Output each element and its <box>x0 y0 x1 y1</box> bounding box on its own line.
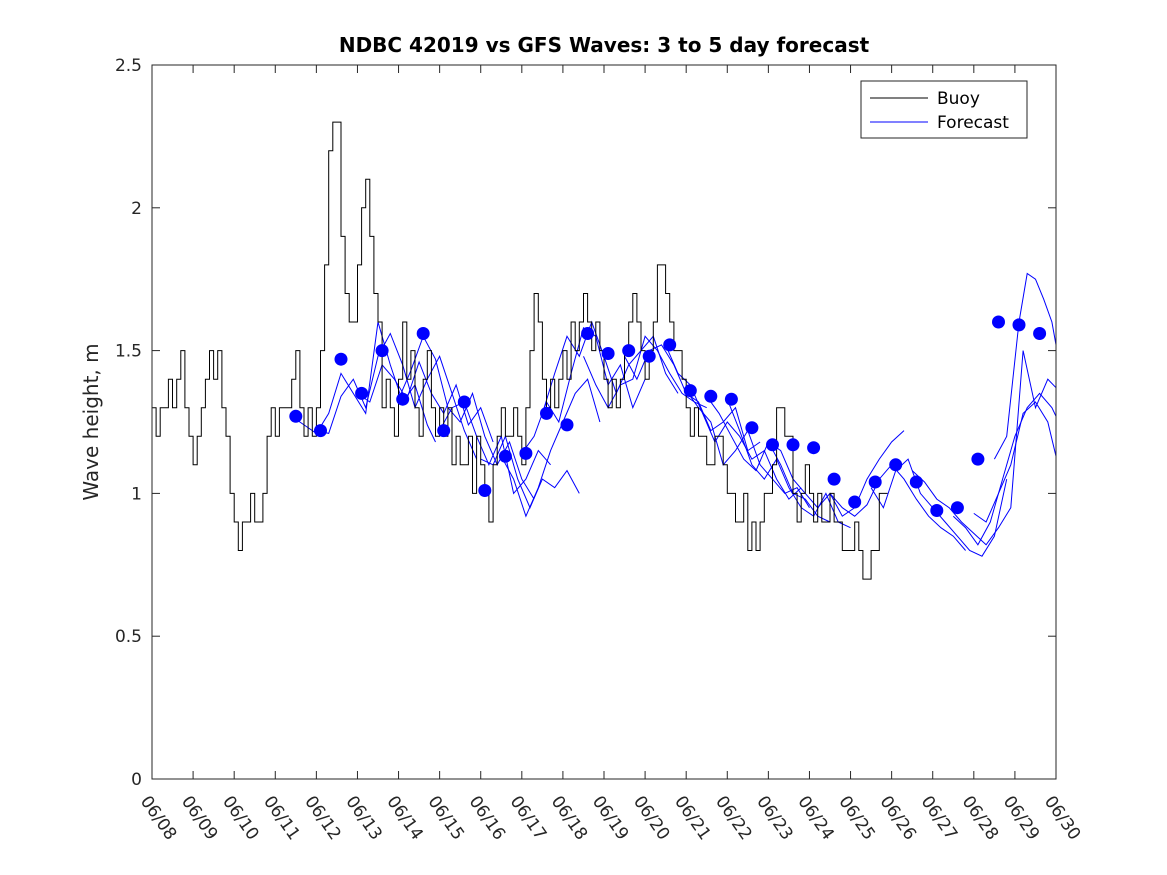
y-tick-label: 0.5 <box>115 627 142 647</box>
forecast-marker <box>622 344 636 358</box>
forecast-lines <box>291 272 1057 557</box>
forecast-marker <box>396 392 410 406</box>
forecast-marker <box>642 349 656 363</box>
forecast-marker <box>930 504 944 517</box>
y-tick-label: 1.5 <box>115 342 142 362</box>
buoy-line <box>152 121 888 580</box>
forecast-marker <box>704 389 718 403</box>
forecast-line-2 <box>316 332 478 460</box>
y-tick-label: 0 <box>131 770 142 790</box>
forecast-marker <box>950 501 964 515</box>
forecast-marker <box>807 441 821 455</box>
forecast-marker <box>724 392 738 406</box>
forecast-marker <box>909 475 923 489</box>
forecast-marker <box>289 409 303 423</box>
forecast-line-9 <box>541 320 679 414</box>
forecast-line-19 <box>911 350 1057 546</box>
forecast-line-12 <box>665 344 802 500</box>
forecast-line-16 <box>768 430 905 517</box>
forecast-marker <box>766 438 779 452</box>
forecast-marker <box>601 347 615 360</box>
forecast-marker <box>498 449 512 463</box>
forecast-marker <box>683 384 697 398</box>
forecast-marker <box>375 344 389 358</box>
y-tick-label: 2.5 <box>115 56 142 76</box>
forecast-marker <box>663 338 677 352</box>
forecast-line-21 <box>973 401 1057 523</box>
forecast-marker <box>540 406 553 420</box>
forecast-marker <box>786 438 800 452</box>
forecast-marker <box>868 475 882 489</box>
forecast-marker <box>334 352 348 366</box>
forecast-marker <box>827 472 841 486</box>
forecast-marker <box>416 327 430 340</box>
forecast-marker <box>971 452 985 466</box>
forecast-marker <box>992 315 1005 329</box>
forecast-line-5 <box>439 401 551 495</box>
y-tick-label: 2 <box>131 199 142 219</box>
legend-box <box>860 80 1028 139</box>
forecast-line-22 <box>993 272 1057 460</box>
chart-title: NDBC 42019 vs GFS Waves: 3 to 5 day fore… <box>339 33 870 57</box>
forecast-marker <box>581 327 595 340</box>
legend: Buoy Forecast <box>860 80 1028 139</box>
forecast-line-7 <box>500 378 601 518</box>
y-axis-label: Wave height, m <box>79 343 103 500</box>
forecast-marker <box>519 446 533 460</box>
forecast-marker <box>478 484 492 497</box>
forecast-line-3 <box>357 360 494 443</box>
y-tick-label: 1 <box>131 484 142 504</box>
y-axis: 0 0.5 1 1.5 2 2.5 <box>115 56 1056 790</box>
forecast-markers <box>289 315 1047 517</box>
forecast-marker <box>355 386 369 400</box>
buoy-line-group <box>152 121 888 580</box>
forecast-marker <box>889 458 903 472</box>
forecast-marker <box>745 421 759 435</box>
forecast-marker <box>437 424 451 438</box>
forecast-marker <box>1033 327 1047 340</box>
plot-area <box>152 65 1056 779</box>
forecast-marker <box>314 424 327 438</box>
legend-buoy-label: Buoy <box>937 89 980 109</box>
forecast-marker <box>457 395 471 409</box>
forecast-marker <box>560 418 574 432</box>
forecast-line-20 <box>952 392 1057 546</box>
legend-forecast-label: Forecast <box>937 113 1009 133</box>
forecast-marker <box>848 495 862 509</box>
forecast-line-17 <box>829 464 966 551</box>
forecast-marker <box>1012 318 1026 332</box>
